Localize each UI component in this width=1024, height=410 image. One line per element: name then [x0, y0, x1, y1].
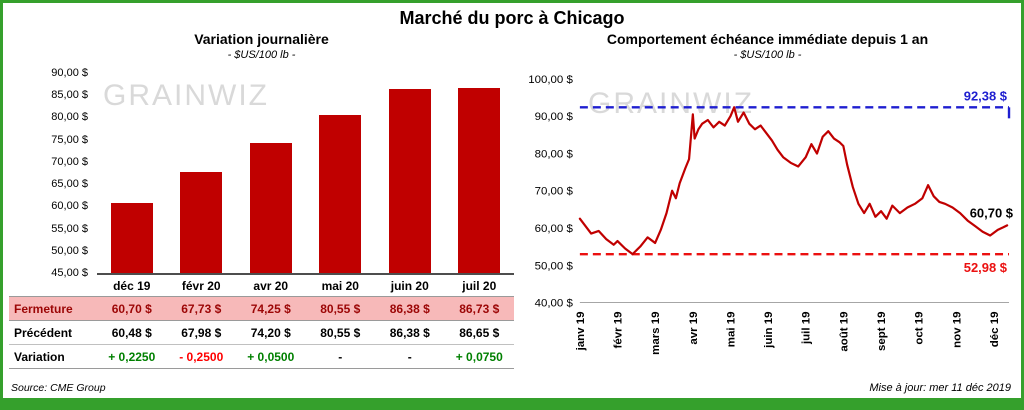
table-cell: - [407, 349, 412, 364]
bar-column [445, 73, 515, 273]
bar-column [97, 73, 167, 273]
x-tick-label: mars 19 [650, 312, 662, 355]
low-ref-label: 52,98 $ [964, 260, 1008, 275]
y-tick-label: 70,00 $ [535, 186, 574, 198]
table-cell: 86,65 $ [459, 325, 500, 340]
bar-chart: 90,00 $ 85,00 $ 80,00 $ 75,00 $ 70,00 $ 65,00… [9, 67, 514, 279]
line-chart-title: Comportement échéance immédiate depuis 1… [606, 31, 929, 47]
x-tick-label: févr 20 [181, 279, 221, 293]
y-tick-label: 85,00 $ [51, 89, 88, 102]
y-tick-label: 60,00 $ [535, 223, 574, 235]
table-cell: 60,48 $ [111, 325, 152, 340]
table-row-closure: Fermeture 60,70 $ 67,73 $ 74,25 $ 80,55 $ 86,… [9, 296, 514, 321]
table-cell: + 0,2250 [108, 349, 156, 364]
price-line [578, 106, 1009, 256]
bar [180, 171, 223, 273]
bar-column [375, 73, 445, 273]
grainwiz-watermark: GRAINWIZ [103, 79, 269, 112]
y-tick-label: 60,00 $ [51, 200, 88, 213]
bar-column [167, 73, 237, 273]
page-title: Marché du porc à Chicago [399, 8, 625, 28]
y-tick-label: 75,00 $ [51, 133, 88, 146]
bar [458, 87, 501, 273]
x-tick-label: nov 19 [951, 312, 963, 348]
line-chart: GRAINWIZ 100,00 $ 90,00 $ 80,00 $ 70,00 $ 60… [518, 63, 1017, 382]
bar-x-axis: déc 19 févr 20 avr 20 mai 20 juin 20 juil 20 [9, 275, 514, 296]
bar [249, 143, 292, 273]
bar [388, 89, 431, 273]
x-tick-label: mai 19 [725, 312, 737, 348]
table-cell: 86,38 $ [389, 301, 430, 316]
table-cell: 74,25 $ [250, 301, 291, 316]
table-cell: 60,70 $ [111, 301, 152, 316]
last-price-label: 60,70 $ [970, 205, 1014, 220]
x-tick-label: janv 19 [575, 312, 587, 352]
x-tick-label: oct 19 [914, 312, 926, 345]
row-label: Variation [14, 349, 65, 364]
daily-variation-panel: Variation journalière - $US/100 lb - 90,… [9, 31, 514, 369]
table-cell: + 0,0500 [247, 349, 295, 364]
line-chart-svg: 100,00 $ 90,00 $ 80,00 $ 70,00 $ 60,00 $ 50,0… [528, 74, 1014, 355]
y-tick-label: 65,00 $ [51, 178, 88, 191]
x-tick-label: juin 20 [390, 279, 429, 293]
y-tick-label: 70,00 $ [51, 155, 88, 168]
row-label: Fermeture [14, 301, 73, 316]
table-cell: 86,38 $ [389, 325, 430, 340]
x-tick-label: juil 20 [462, 279, 497, 293]
table-cell: 80,55 $ [320, 301, 361, 316]
y-tick-label: 80,00 $ [51, 111, 88, 124]
y-tick-label: 80,00 $ [535, 148, 574, 160]
grainwiz-watermark: GRAINWIZ [588, 87, 754, 120]
y-tick-label: 90,00 $ [535, 111, 574, 123]
table-row-variation: Variation + 0,2250 - 0,2500 + 0,0500 - - + 0,0… [9, 345, 514, 369]
x-tick-label: févr 19 [613, 312, 625, 349]
bar-column [306, 73, 376, 273]
bar [319, 115, 362, 273]
x-tick-label: sept 19 [876, 312, 888, 352]
x-tick-label: avr 19 [688, 312, 700, 345]
y-tick-label: 40,00 $ [535, 298, 574, 310]
x-tick-label: juil 19 [801, 312, 813, 346]
table-row-previous: Précédent 60,48 $ 67,98 $ 74,20 $ 80,55 $ 86,… [9, 321, 514, 345]
table-cell: - 0,2500 [179, 349, 224, 364]
table-cell: 74,20 $ [250, 325, 291, 340]
data-table: Fermeture 60,70 $ 67,73 $ 74,25 $ 80,55 $ 86,… [9, 296, 514, 369]
y-tick-label: 50,00 $ [535, 260, 574, 272]
y-tick-label: 100,00 $ [528, 74, 573, 86]
bar-chart-subtitle: - $US/100 lb - [227, 49, 296, 61]
table-cell: 67,73 $ [181, 301, 222, 316]
axis-spacer [9, 279, 97, 293]
row-label: Précédent [14, 325, 73, 340]
x-tick-label: déc 19 [113, 279, 151, 293]
y-tick-label: 45,00 $ [51, 267, 88, 279]
bar-chart-title: Variation journalière [194, 31, 329, 47]
x-tick-label: mai 20 [321, 279, 359, 293]
bar-plot: GRAINWIZ [97, 73, 514, 275]
table-cell: - [338, 349, 343, 364]
x-tick-label: déc 19 [989, 312, 1001, 348]
table-cell: 86,73 $ [459, 301, 500, 316]
x-tick-label: avr 20 [253, 279, 289, 293]
y-tick-label: 55,00 $ [51, 222, 88, 235]
bar-column [236, 73, 306, 273]
table-cell: 80,55 $ [320, 325, 361, 340]
x-tick-label: août 19 [838, 312, 850, 352]
bottom-accent-bar [3, 398, 1021, 407]
table-cell: 67,98 $ [181, 325, 222, 340]
bar [110, 203, 153, 273]
bar-y-axis: 90,00 $ 85,00 $ 80,00 $ 75,00 $ 70,00 $ 65,00… [9, 67, 97, 279]
y-tick-label: 50,00 $ [51, 244, 88, 257]
table-cell: + 0,0750 [455, 349, 503, 364]
high-ref-label: 92,38 $ [964, 88, 1008, 103]
updated-note: Mise à jour: mer 11 déc 2019 [869, 382, 1011, 394]
one-year-panel: Comportement échéance immédiate depuis 1… [518, 31, 1017, 382]
line-chart-subtitle: - $US/100 lb - [733, 49, 802, 61]
source-note: Source: CME Group [11, 382, 106, 394]
x-tick-label: juin 19 [763, 312, 775, 349]
y-tick-label: 90,00 $ [51, 67, 88, 79]
